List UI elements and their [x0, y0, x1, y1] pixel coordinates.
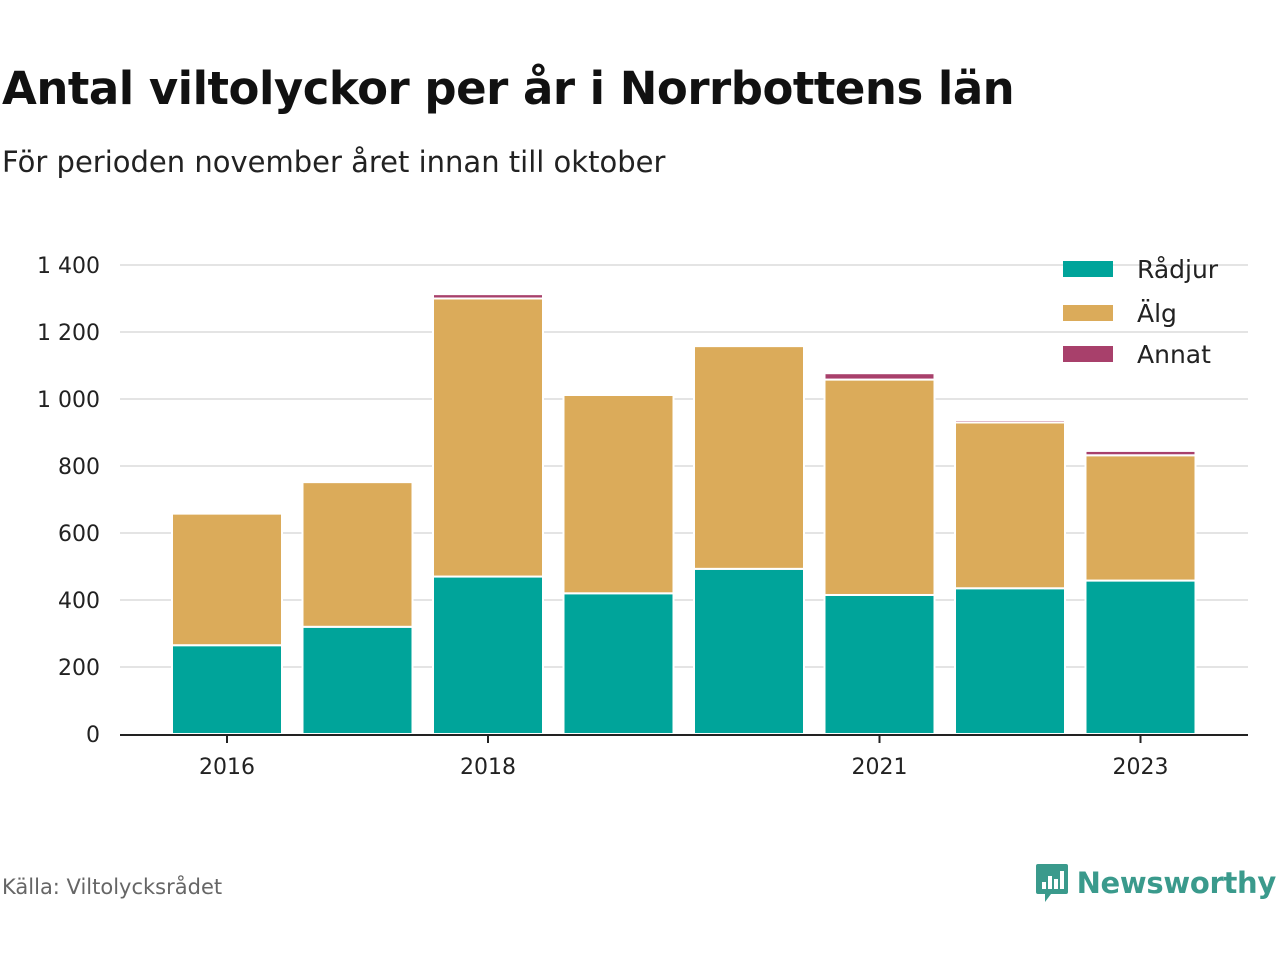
y-tick-label: 400 — [58, 589, 100, 614]
bar-chart-speech-bubble-icon — [1035, 864, 1068, 902]
x-tick-label: 2023 — [1113, 755, 1169, 780]
bar-rådjur-2018 — [432, 575, 544, 735]
bar-älg-2018 — [432, 297, 544, 578]
y-tick-label: 200 — [58, 656, 100, 681]
bar-älg-2023 — [1084, 454, 1197, 582]
bar-rådjur-2023 — [1084, 579, 1197, 735]
legend-swatch-älg — [1063, 305, 1113, 321]
legend-label: Rådjur — [1137, 255, 1219, 284]
bar-älg-2022 — [954, 421, 1066, 590]
bar-annat-2019 — [562, 392, 675, 396]
legend-label: Annat — [1137, 340, 1211, 369]
bar-rådjur-2020 — [693, 567, 805, 735]
legend: Rådjur Älg Annat — [1063, 255, 1219, 369]
brand-name: Newsworthy — [1076, 866, 1277, 900]
bar-älg-2020 — [693, 345, 805, 570]
y-tick-label: 1 200 — [37, 321, 100, 346]
y-axis-ticks: 0 200 400 600 800 1 000 1 200 1 400 — [37, 254, 100, 748]
bar-annat-2016 — [171, 511, 283, 515]
x-axis-ticks: 2016 2018 2021 2023 — [120, 734, 1248, 780]
bar-rådjur-2017 — [301, 625, 414, 735]
y-tick-label: 600 — [58, 522, 100, 547]
chart-title: Antal viltolyckor per år i Norrbottens l… — [2, 62, 1015, 115]
bar-rådjur-2022 — [954, 587, 1066, 736]
legend-label: Älg — [1137, 299, 1177, 328]
brand-logo: Newsworthy — [1035, 862, 1276, 904]
x-tick-label: 2018 — [460, 755, 516, 780]
legend-swatch-annat — [1063, 346, 1113, 362]
y-tick-label: 1 000 — [37, 388, 100, 413]
bars — [171, 293, 1197, 736]
bar-annat-2021 — [823, 372, 936, 381]
gridlines — [120, 264, 1248, 668]
x-tick-label: 2021 — [852, 755, 908, 780]
x-tick-label: 2016 — [199, 755, 255, 780]
y-tick-label: 800 — [58, 455, 100, 480]
bar-rådjur-2019 — [562, 592, 675, 735]
bar-rådjur-2016 — [171, 644, 283, 735]
bar-annat-2017 — [301, 480, 414, 484]
bar-annat-2018 — [432, 293, 544, 300]
bar-älg-2016 — [171, 512, 283, 647]
bar-älg-2021 — [823, 378, 936, 596]
bar-älg-2017 — [301, 481, 414, 628]
source-note: Källa: Viltolycksrådet — [2, 875, 223, 899]
bar-rådjur-2021 — [823, 593, 936, 735]
chart-subtitle: För perioden november året innan till ok… — [2, 145, 666, 179]
bar-annat-2023 — [1084, 449, 1197, 457]
y-tick-label: 1 400 — [37, 254, 100, 279]
bar-älg-2019 — [562, 393, 675, 595]
y-tick-label: 0 — [86, 723, 100, 748]
legend-swatch-rådjur — [1063, 261, 1113, 277]
bar-annat-2020 — [693, 344, 805, 348]
bar-annat-2022 — [954, 419, 1066, 424]
